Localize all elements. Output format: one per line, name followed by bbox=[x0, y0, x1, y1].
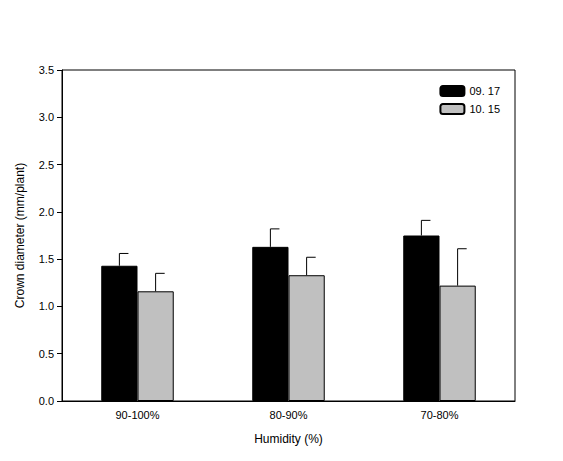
svg-text:2.0: 2.0 bbox=[39, 206, 54, 218]
svg-text:2.5: 2.5 bbox=[39, 159, 54, 171]
svg-text:10. 15: 10. 15 bbox=[469, 103, 500, 115]
svg-text:90-100%: 90-100% bbox=[115, 409, 159, 421]
svg-text:0.0: 0.0 bbox=[39, 395, 54, 407]
svg-text:Humidity (%): Humidity (%) bbox=[254, 432, 323, 446]
svg-text:09. 17: 09. 17 bbox=[469, 85, 500, 97]
svg-text:0.5: 0.5 bbox=[39, 348, 54, 360]
svg-text:80-90%: 80-90% bbox=[270, 409, 308, 421]
svg-text:3.0: 3.0 bbox=[39, 111, 54, 123]
svg-text:3.5: 3.5 bbox=[39, 64, 54, 76]
svg-text:70-80%: 70-80% bbox=[421, 409, 459, 421]
svg-text:1.5: 1.5 bbox=[39, 253, 54, 265]
svg-text:Crown diameter (mm/plant): Crown diameter (mm/plant) bbox=[13, 163, 27, 308]
svg-text:1.0: 1.0 bbox=[39, 300, 54, 312]
